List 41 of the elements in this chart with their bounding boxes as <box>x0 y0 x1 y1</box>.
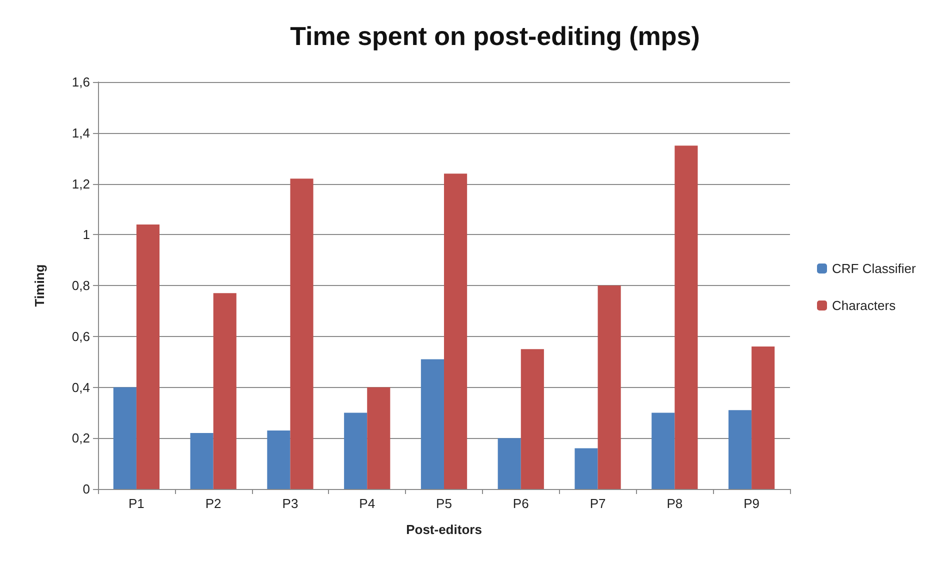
bar <box>213 293 236 489</box>
y-tick-label: 0,8 <box>72 278 90 293</box>
x-tick-label: P9 <box>744 496 760 511</box>
x-tick-label: P4 <box>359 496 376 511</box>
bar <box>290 178 314 489</box>
bar <box>574 448 598 489</box>
y-tick-label: 1 <box>82 227 90 242</box>
bar <box>520 349 544 489</box>
chart-title: Time spent on post-editing (mps) <box>290 21 700 51</box>
x-tick-label: P1 <box>128 496 144 511</box>
bar <box>752 346 775 489</box>
y-tick-label: 1,6 <box>72 74 90 90</box>
bar <box>344 412 368 489</box>
bar <box>136 224 160 489</box>
x-axis-title: Post-editors <box>406 522 482 537</box>
bar <box>728 410 752 489</box>
x-tick-label: P7 <box>590 496 606 511</box>
y-tick-label: 0,6 <box>72 328 90 344</box>
bar <box>598 286 621 489</box>
bar <box>367 387 390 489</box>
bar <box>498 438 521 489</box>
bar <box>267 430 290 489</box>
bar <box>652 412 675 489</box>
legend-label: CRF Classifier <box>832 261 916 276</box>
bar <box>674 146 698 489</box>
x-tick-label: P2 <box>205 496 222 511</box>
x-tick-label: P8 <box>666 496 683 511</box>
bar <box>113 387 136 489</box>
y-tick-label: 0,4 <box>72 380 90 395</box>
y-axis-title: Timing <box>32 264 47 307</box>
y-tick-label: 0 <box>82 482 90 496</box>
legend-label: Characters <box>832 298 896 313</box>
y-tick-label: 1,2 <box>72 176 90 192</box>
x-tick-label: P5 <box>436 496 452 511</box>
y-tick-label: 0,2 <box>72 430 90 446</box>
bar <box>444 174 468 489</box>
x-tick-label: P6 <box>512 496 529 511</box>
y-tick-label: 1,4 <box>72 125 90 140</box>
bar <box>190 433 214 489</box>
x-tick-label: P3 <box>282 496 298 511</box>
bar <box>420 359 444 489</box>
